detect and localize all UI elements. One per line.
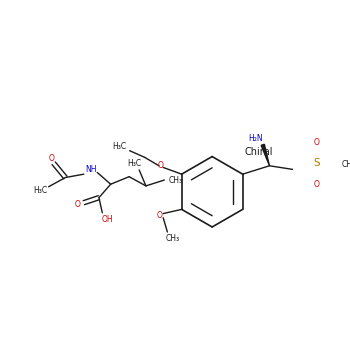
Text: O: O [314,138,319,147]
Text: O: O [314,180,319,189]
Text: H₃C: H₃C [127,159,141,168]
Text: OH: OH [102,215,113,224]
Text: H₂N: H₂N [249,134,263,142]
Text: CH₃: CH₃ [168,176,182,184]
Text: O: O [158,161,163,170]
Text: O: O [74,200,80,209]
Text: Chiral: Chiral [244,147,273,156]
Text: S: S [313,158,320,168]
Text: CH₃: CH₃ [165,234,180,243]
Text: NH: NH [85,166,96,174]
Polygon shape [261,144,270,166]
Text: H₃C: H₃C [113,142,127,151]
Text: H₃C: H₃C [33,186,47,195]
Text: O: O [48,154,54,163]
Text: O: O [157,211,163,220]
Text: CH₃: CH₃ [341,160,350,169]
